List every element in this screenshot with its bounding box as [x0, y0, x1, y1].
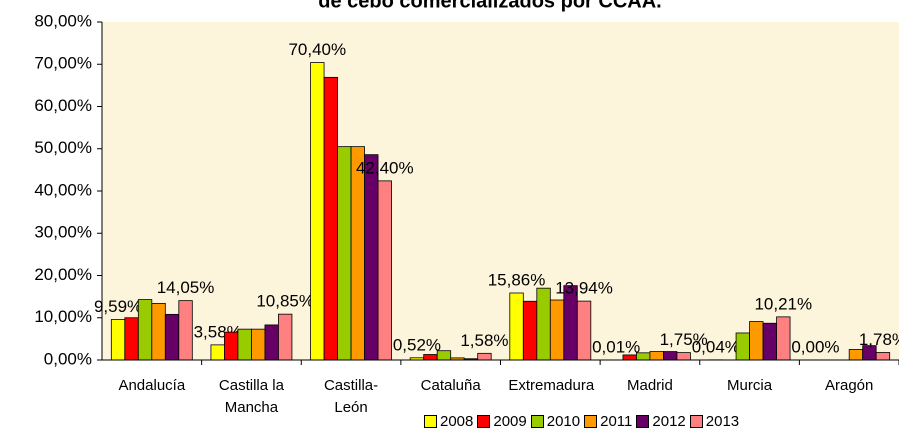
bar: [622, 354, 637, 361]
y-tick-label: 0,00%: [44, 349, 92, 368]
y-tick-label: 20,00%: [34, 265, 92, 284]
bar: [762, 322, 777, 361]
bar: [522, 300, 538, 361]
bar: [776, 316, 791, 361]
bar: [377, 180, 392, 361]
legend-item: 2012: [636, 413, 686, 430]
bar: [676, 352, 691, 361]
bar: [423, 354, 438, 361]
bar: [210, 344, 225, 361]
bar: [337, 146, 352, 361]
legend-item: 2009: [477, 413, 527, 430]
bar: [151, 302, 166, 361]
bar: [323, 76, 338, 361]
y-tick-label: 50,00%: [34, 138, 92, 157]
bar: [436, 350, 452, 361]
bar: [350, 146, 365, 361]
bar: [278, 313, 293, 361]
bar: [237, 328, 252, 361]
data-label: 10,21%: [754, 294, 812, 313]
bar: [264, 324, 279, 361]
bar: [124, 317, 139, 361]
legend-item: 2013: [689, 413, 740, 430]
x-tick-label: Aragón: [825, 377, 874, 394]
x-tick-label: Madrid: [627, 377, 673, 394]
data-label: 0,01%: [592, 337, 640, 356]
y-tick-label: 70,00%: [34, 54, 92, 73]
legend-item: 2008: [424, 413, 473, 430]
legend-item: 2011: [584, 413, 632, 430]
bar: [636, 352, 651, 361]
y-tick-label: 80,00%: [34, 11, 92, 30]
data-label: 13,94%: [555, 279, 613, 298]
data-label: 1,75%: [660, 330, 708, 349]
y-tick-label: 30,00%: [34, 223, 92, 242]
data-label: 0,04%: [692, 337, 740, 356]
data-label: 1,78%: [859, 330, 899, 349]
bar: [310, 62, 325, 361]
bar: [477, 352, 492, 361]
data-label: 1,58%: [460, 331, 508, 350]
y-tick-label: 40,00%: [34, 180, 92, 199]
legend-label: 2012: [652, 413, 686, 430]
data-label: 10,85%: [256, 292, 314, 311]
data-label: 42,40%: [356, 158, 414, 177]
legend-swatch: [424, 415, 437, 428]
legend-item: 2010: [530, 413, 581, 430]
legend-label: 2010: [546, 413, 581, 430]
y-tick-label: 10,00%: [34, 307, 92, 326]
x-tick-label: Cataluña: [420, 377, 481, 394]
bar: [364, 154, 379, 361]
bar: [509, 292, 524, 361]
bar: [137, 299, 153, 361]
x-tick-label: Murcia: [727, 377, 773, 394]
legend-label: 2009: [493, 413, 527, 430]
data-label: 15,86%: [488, 270, 546, 289]
data-label: 0,00%: [791, 337, 839, 356]
legend-label: 2011: [600, 413, 633, 430]
bar: [735, 332, 750, 361]
legend-swatch: [636, 415, 650, 428]
legend-swatch: [584, 415, 598, 428]
x-tick-label: Extremadura: [508, 377, 595, 394]
legend: 2008 2009 2010 2011 2012 2013: [424, 413, 743, 430]
x-tick-label: Castilla la Mancha: [218, 377, 284, 416]
bar: [224, 331, 239, 361]
legend-swatch: [530, 415, 544, 428]
bar: [536, 287, 551, 361]
legend-swatch: [477, 415, 491, 428]
x-tick-label: Castilla-León: [323, 377, 379, 416]
data-label: 70,40%: [288, 40, 346, 59]
y-tick-label: 60,00%: [34, 96, 92, 115]
bar: [649, 351, 664, 361]
plot-area: [102, 22, 899, 360]
legend-swatch: [689, 415, 703, 428]
legend-label: 2013: [705, 413, 740, 430]
bar: [164, 313, 180, 361]
data-label: 9,59%: [94, 297, 142, 316]
x-tick-label: Andalucía: [118, 377, 186, 394]
data-label: 0,52%: [393, 335, 441, 354]
bar: [576, 300, 592, 361]
bar: [549, 299, 565, 361]
bar: [848, 349, 864, 361]
bar: [749, 321, 764, 361]
bar: [663, 351, 678, 361]
chart-title: de cebo comercializados por CCAA.: [318, 0, 661, 12]
bar: [178, 300, 193, 361]
bar: [875, 352, 891, 361]
data-label: 14,05%: [157, 278, 215, 297]
bar: [110, 319, 126, 361]
legend-label: 2008: [440, 413, 474, 430]
bar: [251, 328, 266, 361]
